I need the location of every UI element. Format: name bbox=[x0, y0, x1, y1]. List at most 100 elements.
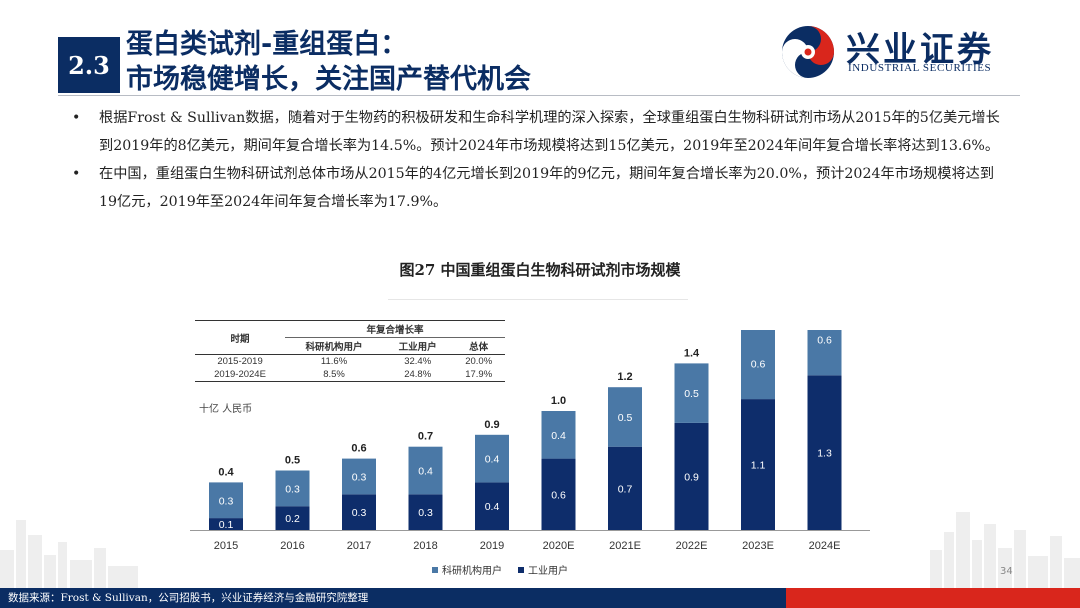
bar-total-label: 0.9 bbox=[484, 419, 499, 431]
bar-value-label: 1.3 bbox=[817, 448, 832, 460]
logo-swirl-icon bbox=[782, 26, 834, 78]
market-size-bar-chart: 0.1 0.3 0.4 2015 0.2 0.3 0.5 2016 0.3 0.3 0.6 2017 0… bbox=[190, 330, 870, 552]
cagr-value: 20.0% bbox=[465, 356, 493, 367]
x-tick-label: 2016 bbox=[280, 540, 304, 552]
bar-industrial bbox=[807, 375, 842, 530]
table-row: 2015-2019 11.6% 32.4% 20.0% bbox=[195, 355, 505, 369]
bar-value-label: 0.1 bbox=[219, 519, 234, 531]
bar-research bbox=[475, 434, 509, 483]
bar-value-label: 0.4 bbox=[485, 454, 500, 466]
bar-value-label: 0.6 bbox=[751, 358, 766, 370]
bar-value-label: 0.4 bbox=[551, 430, 566, 442]
bar-industrial bbox=[674, 422, 709, 530]
x-tick-label: 2021E bbox=[609, 540, 641, 552]
x-tick-label: 2019 bbox=[480, 540, 504, 552]
bullet-china-market: 在中国，重组蛋白生物科研试剂总体市场从2015年的4亿元增长到2019年的9亿元… bbox=[72, 160, 1012, 216]
bar-research bbox=[209, 482, 243, 519]
x-tick-label: 2024E bbox=[809, 540, 841, 552]
cagr-header-period: 时期 bbox=[195, 320, 286, 355]
section-number-badge: 2.3 bbox=[58, 37, 120, 93]
bar-value-label: 0.3 bbox=[285, 483, 300, 495]
unit-label: 十亿 人民币 bbox=[199, 404, 253, 415]
footer-bar: 数据来源：Frost & Sullivan，公司招股书，兴业证券经济与金融研究院… bbox=[0, 588, 1080, 608]
bar-value-label: 0.5 bbox=[684, 388, 699, 400]
bar-value-label: 0.6 bbox=[551, 489, 566, 501]
legend-item-industrial: 工业用户 bbox=[518, 562, 568, 577]
bar-total-label: 1.0 bbox=[551, 395, 566, 407]
figure-title: 图27 中国重组蛋白生物科研试剂市场规模 bbox=[399, 261, 681, 279]
page-title-line2: 市场稳健增长，关注国产替代机会 bbox=[126, 64, 531, 95]
bar-value-label: 0.4 bbox=[485, 501, 500, 513]
chart-legend: 科研机构用户 工业用户 bbox=[432, 562, 568, 577]
legend-item-research: 科研机构用户 bbox=[432, 562, 502, 577]
bar-research bbox=[807, 330, 842, 376]
figure-separator bbox=[388, 299, 688, 300]
legend-swatch bbox=[518, 566, 524, 573]
bar-industrial bbox=[209, 518, 243, 530]
cagr-value: 11.6% bbox=[320, 356, 348, 367]
bar-research bbox=[608, 387, 642, 447]
page-number: 34 bbox=[1000, 566, 1013, 577]
bar-industrial bbox=[475, 482, 509, 530]
logo-english-text: INDUSTRIAL SECURITIES bbox=[848, 62, 992, 74]
bar-value-label: 0.3 bbox=[418, 507, 433, 519]
bar-industrial bbox=[541, 458, 576, 530]
cagr-header-group: 年复合增长率 bbox=[285, 320, 505, 338]
bar-total-label: 1.4 bbox=[684, 347, 700, 359]
bar-research bbox=[342, 458, 376, 495]
cagr-value: 8.5% bbox=[285, 368, 384, 382]
bullet-global-market: 根据Frost & Sullivan数据，随着对于生物药的积极研发和生命科学机理… bbox=[72, 104, 1012, 160]
bar-value-label: 0.6 bbox=[817, 335, 832, 347]
table-row: 2019-2024E 8.5% 24.8% 17.9% bbox=[195, 368, 505, 382]
cagr-value: 17.9% bbox=[452, 368, 505, 382]
cagr-col-total: 总体 bbox=[452, 337, 505, 355]
bar-research bbox=[408, 446, 443, 495]
x-tick-label: 2018 bbox=[413, 540, 437, 552]
bar-total-label: 0.6 bbox=[351, 443, 366, 455]
bar-value-label: 0.3 bbox=[352, 471, 367, 483]
company-logo: 兴业证券 INDUSTRIAL SECURITIES bbox=[780, 22, 1020, 82]
x-tick-label: 2022E bbox=[676, 540, 708, 552]
header-divider bbox=[58, 95, 1020, 96]
bar-industrial bbox=[275, 506, 310, 530]
bar-value-label: 0.7 bbox=[618, 483, 633, 495]
bar-total-label: 0.4 bbox=[218, 466, 234, 478]
cagr-table: 时期 年复合增长率 科研机构用户 工业用户 总体 2015-2019 11.6%… bbox=[195, 320, 505, 382]
cagr-col-research: 科研机构用户 bbox=[285, 337, 384, 355]
bar-research bbox=[541, 411, 576, 459]
legend-label: 科研机构用户 bbox=[442, 566, 502, 577]
bar-value-label: 0.2 bbox=[285, 513, 300, 525]
x-tick-label: 2023E bbox=[742, 540, 774, 552]
bar-value-label: 0.4 bbox=[418, 466, 433, 478]
x-tick-label: 2015 bbox=[214, 540, 238, 552]
bullet-list: 根据Frost & Sullivan数据，随着对于生物药的积极研发和生命科学机理… bbox=[72, 104, 1012, 216]
x-tick-label: 2017 bbox=[347, 540, 371, 552]
bar-total-label: 1.2 bbox=[617, 371, 632, 383]
bar-industrial bbox=[608, 446, 642, 530]
cagr-value: 32.4% bbox=[404, 356, 432, 367]
bar-industrial bbox=[408, 494, 443, 530]
city-skyline-decoration bbox=[0, 512, 1080, 590]
bar-total-label: 0.7 bbox=[418, 431, 433, 443]
bar-research bbox=[275, 470, 310, 507]
footer-accent bbox=[786, 588, 1080, 608]
legend-swatch bbox=[432, 566, 438, 573]
bar-industrial bbox=[741, 399, 775, 530]
bar-value-label: 0.3 bbox=[352, 507, 367, 519]
cagr-col-industrial: 工业用户 bbox=[383, 337, 453, 355]
bar-value-label: 1.1 bbox=[751, 460, 766, 472]
bar-total-label: 0.5 bbox=[285, 455, 300, 467]
cagr-period: 2015-2019 bbox=[217, 356, 263, 367]
bar-industrial bbox=[342, 494, 376, 530]
bar-research bbox=[674, 363, 709, 423]
bar-research bbox=[741, 330, 775, 400]
cagr-period: 2019-2024E bbox=[195, 368, 286, 382]
page-title-line1: 蛋白类试剂-重组蛋白： bbox=[126, 29, 408, 60]
cagr-value: 24.8% bbox=[383, 368, 453, 382]
logo-chinese-text: 兴业证券 bbox=[846, 30, 994, 70]
bar-value-label: 0.9 bbox=[684, 471, 699, 483]
x-tick-label: 2020E bbox=[543, 540, 575, 552]
bar-value-label: 0.3 bbox=[219, 495, 234, 507]
bar-value-label: 0.5 bbox=[618, 412, 633, 424]
footer-source: 数据来源：Frost & Sullivan，公司招股书，兴业证券经济与金融研究院… bbox=[0, 588, 786, 608]
